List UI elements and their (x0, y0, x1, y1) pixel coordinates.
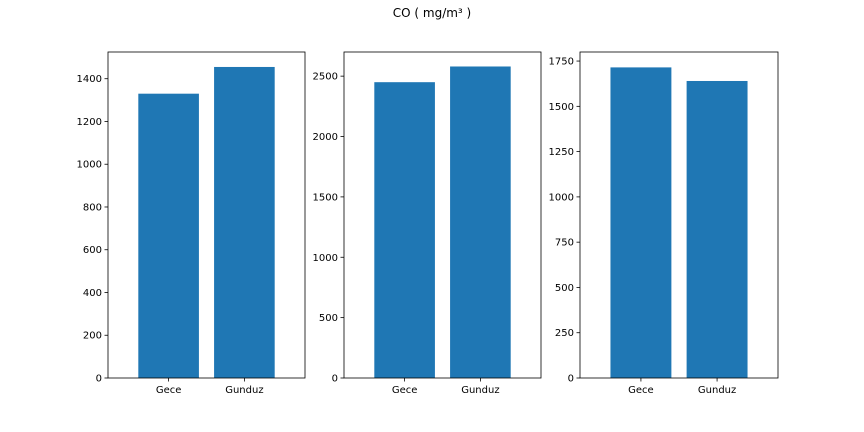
figure-title: CO ( mg/m³ ) (392, 6, 472, 20)
y-tick-label: 500 (319, 313, 338, 324)
bar-gunduz (214, 66, 275, 379)
bar-gece (610, 67, 672, 379)
x-tick-label: Gece (628, 385, 654, 396)
y-tick-label: 0 (96, 374, 102, 385)
y-tick-label: 2500 (313, 72, 338, 83)
bar-gunduz (450, 66, 511, 378)
bar-gece (374, 82, 435, 379)
x-tick-label: Gunduz (225, 385, 263, 396)
y-tick-label: 1000 (77, 160, 102, 171)
x-tick-label: Gece (392, 385, 418, 396)
x-tick-label: Gece (156, 385, 182, 396)
y-tick-label: 1000 (313, 253, 338, 264)
y-tick-label: 2000 (313, 132, 338, 143)
bar-chart-1: 0 200 400 600 800 1000 1200 1400 Gece Gunduz (77, 51, 306, 396)
y-tick-label: 250 (555, 328, 574, 339)
y-tick-label: 200 (83, 331, 102, 342)
y-tick-label: 1200 (77, 117, 102, 128)
axes-frame (343, 51, 542, 379)
bar-gece (138, 93, 199, 379)
y-tick-label: 1250 (549, 147, 574, 158)
x-tick-label: Gunduz (461, 385, 499, 396)
bar-gunduz (686, 80, 748, 378)
y-tick-label: 750 (555, 238, 574, 249)
y-tick-label: 0 (568, 374, 574, 385)
y-tick-label: 1500 (313, 192, 338, 203)
y-tick-label: 500 (555, 283, 574, 294)
y-tick-label: 400 (83, 288, 102, 299)
y-tick-label: 600 (83, 245, 102, 256)
bar-chart-2: 0 500 1000 1500 2000 2500 Gece Gunduz (313, 51, 542, 396)
y-tick-label: 1000 (549, 192, 574, 203)
axes-frame (579, 51, 779, 379)
x-tick-label: Gunduz (698, 385, 736, 396)
bar-chart-3: 0 250 500 750 1000 1250 1500 1750 Gece Gunduz (549, 51, 779, 396)
y-tick-label: 0 (332, 374, 338, 385)
y-tick-label: 1750 (549, 57, 574, 68)
y-tick-label: 1400 (77, 74, 102, 85)
axes-frame (107, 51, 306, 379)
y-tick-label: 800 (83, 202, 102, 213)
y-tick-label: 1500 (549, 102, 574, 113)
